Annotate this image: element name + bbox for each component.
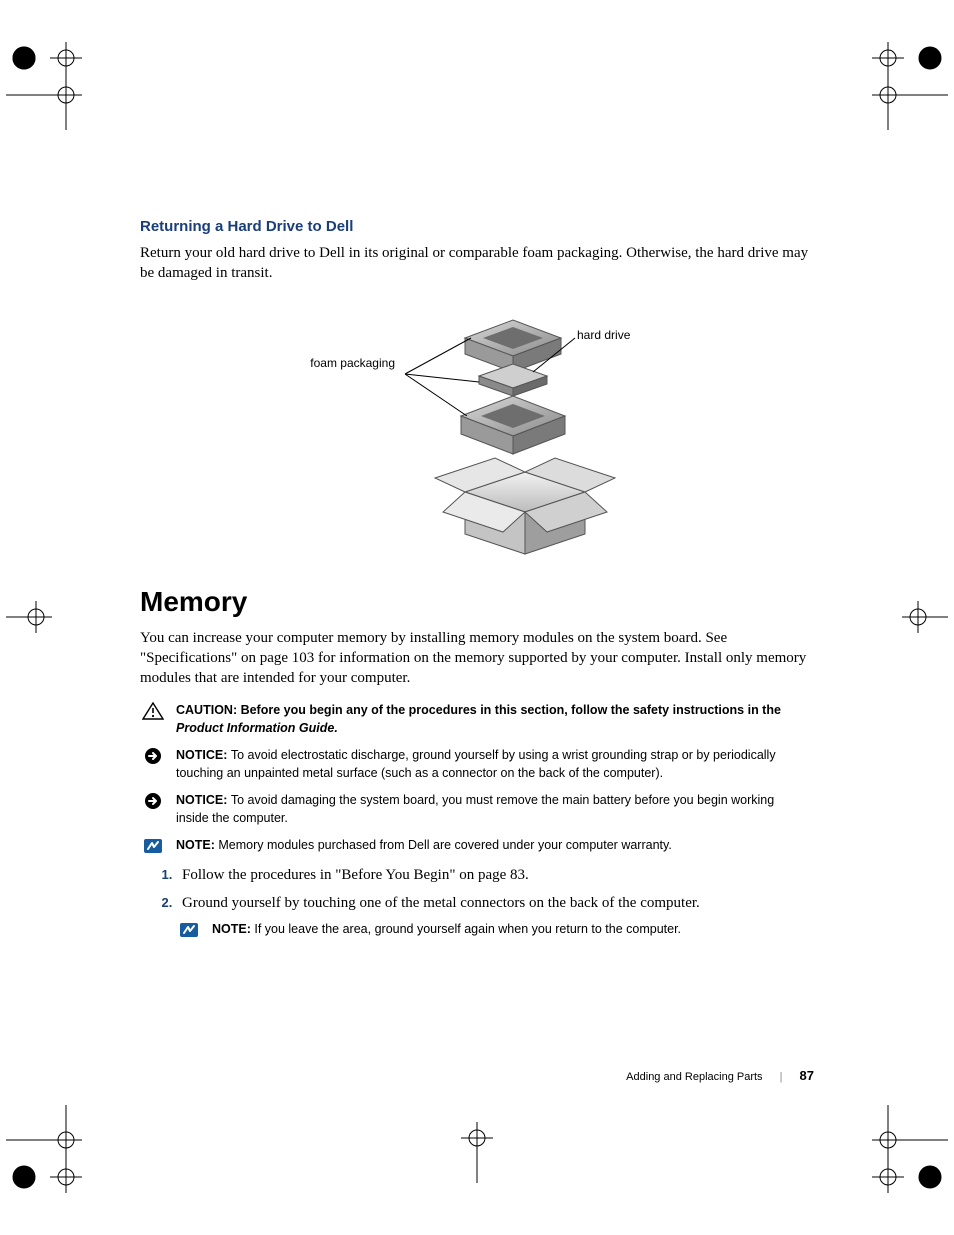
note-icon [176, 921, 202, 939]
subsection-heading: Returning a Hard Drive to Dell [140, 218, 810, 235]
figure-label-harddrive: hard drive [577, 328, 630, 342]
crop-mark [6, 572, 96, 662]
note-callout: NOTE: Memory modules purchased from Dell… [140, 837, 810, 855]
packaging-figure: foam packaging hard drive [275, 302, 675, 562]
caution-reference: Product Information Guide. [176, 721, 338, 735]
page-footer: Adding and Replacing Parts | 87 [626, 1068, 814, 1083]
footer-separator: | [780, 1071, 783, 1083]
notice-lead: NOTICE: [176, 793, 231, 807]
note-lead: NOTE: [176, 838, 218, 852]
caution-callout: CAUTION: Before you begin any of the pro… [140, 702, 810, 737]
note-text: Memory modules purchased from Dell are c… [218, 838, 671, 852]
notice-icon [140, 792, 166, 810]
notice-text: To avoid damaging the system board, you … [176, 793, 774, 825]
crop-mark [6, 1105, 96, 1195]
body-text: You can increase your computer memory by… [140, 628, 810, 689]
page-content: Returning a Hard Drive to Dell Return yo… [140, 218, 810, 949]
crop-mark [858, 1105, 948, 1195]
body-text: Return your old hard drive to Dell in it… [140, 243, 810, 284]
notice-text: To avoid electrostatic discharge, ground… [176, 748, 776, 780]
footer-chapter: Adding and Replacing Parts [626, 1071, 762, 1083]
caution-lead: CAUTION: [176, 703, 241, 717]
step-item: Follow the procedures in "Before You Beg… [176, 865, 810, 887]
note-lead: NOTE: [212, 922, 254, 936]
notice-callout: NOTICE: To avoid electrostatic discharge… [140, 747, 810, 782]
crop-mark [432, 1093, 522, 1183]
figure-label-foam: foam packaging [305, 356, 395, 370]
notice-lead: NOTICE: [176, 748, 231, 762]
caution-icon [140, 702, 166, 720]
section-heading: Memory [140, 586, 810, 618]
crop-mark [6, 40, 96, 130]
note-text: If you leave the area, ground yourself a… [254, 922, 681, 936]
notice-callout: NOTICE: To avoid damaging the system boa… [140, 792, 810, 827]
crop-mark [858, 40, 948, 130]
crop-mark [858, 572, 948, 662]
note-icon [140, 837, 166, 855]
step-item: Ground yourself by touching one of the m… [176, 893, 810, 915]
caution-text: Before you begin any of the procedures i… [241, 703, 781, 717]
note-callout: NOTE: If you leave the area, ground your… [176, 921, 810, 939]
notice-icon [140, 747, 166, 765]
footer-page-number: 87 [800, 1068, 814, 1083]
procedure-steps: Follow the procedures in "Before You Beg… [140, 865, 810, 915]
